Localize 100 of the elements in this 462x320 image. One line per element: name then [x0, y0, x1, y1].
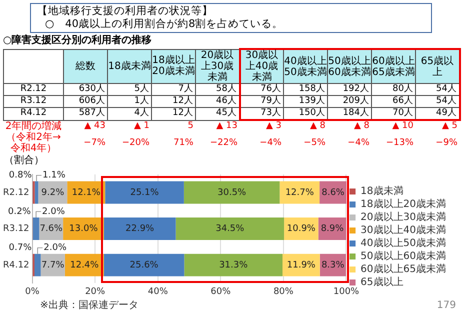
category-label: 18歳以上20歳未満: [152, 49, 196, 84]
text: 70人: [392, 108, 413, 118]
legend-label: 60歳以上65歳未満: [360, 263, 446, 276]
data-label: 30.5%: [218, 188, 247, 198]
category-label: 60歳以上65歳未満: [372, 49, 416, 84]
text: 79人: [260, 96, 281, 106]
bar: [104, 254, 184, 276]
text: ▲ 43: [84, 120, 106, 131]
bar: [104, 218, 176, 240]
text: 184人: [342, 108, 369, 118]
text: ※出典：国保連データ: [40, 300, 138, 311]
data-label: 13.0%: [69, 224, 98, 234]
category-label: 30歳以上40歳未満: [240, 49, 284, 84]
text: ▲ 13: [216, 120, 238, 131]
category-label: 40歳以上50歳未満: [284, 49, 328, 84]
data-label: 0.7%: [8, 243, 32, 254]
text: 158人: [298, 84, 325, 94]
text: 192人: [342, 84, 369, 94]
text: 179: [436, 300, 456, 311]
data-label: 8.3%: [321, 260, 345, 270]
text: 5人: [134, 84, 149, 94]
text: ▲ 5: [442, 121, 458, 131]
data-label: 34.5%: [216, 224, 245, 234]
data-label: 12.7%: [285, 188, 314, 198]
x-tick-label: 80%: [273, 286, 294, 297]
data-label: 8.9%: [320, 224, 344, 234]
bar: [34, 254, 41, 276]
text: 73人: [260, 108, 281, 118]
legend-label: 18歳以上20歳未満: [360, 198, 446, 210]
text: ▲ 8: [310, 121, 326, 131]
text: 54人: [436, 84, 456, 94]
text: −13%: [386, 138, 414, 148]
text: 46人: [216, 96, 236, 106]
legend-label: 40歳以上50歳未満: [360, 237, 446, 250]
data-label: 10.9%: [286, 224, 316, 234]
data-label: 0.2%: [8, 206, 32, 217]
data-label: 7.6%: [40, 224, 64, 234]
text: 66人: [392, 96, 413, 106]
y-tick-label: R3.12: [2, 224, 30, 234]
data-label: 7.7%: [41, 260, 65, 270]
y-tick-label: R4.12: [2, 260, 30, 270]
text: ▲ 10: [392, 121, 414, 131]
text: 71%: [173, 138, 194, 148]
text: ○障害支援区分別の利用者の推移: [3, 35, 153, 47]
legend-label: 18歳未満: [360, 185, 404, 198]
text: −5%: [304, 138, 326, 148]
data-label: 1.1%: [42, 170, 66, 181]
text: −4%: [260, 138, 282, 148]
x-tick-label: 0%: [25, 286, 40, 297]
y-tick-label: R2.12: [2, 188, 30, 198]
data-label: 2.0%: [44, 243, 67, 254]
bar: [184, 254, 283, 276]
data-label: 25.6%: [130, 260, 159, 270]
bar: [32, 218, 40, 240]
text: 49人: [436, 108, 456, 118]
category-label: R4.12: [20, 108, 47, 118]
text: 1人: [134, 96, 149, 106]
text: 587人: [78, 108, 105, 118]
x-tick-label: 20%: [85, 286, 106, 297]
text: 76人: [260, 84, 281, 94]
text: −9%: [436, 138, 458, 148]
bar: [282, 254, 320, 276]
category-label: 18歳未満: [108, 49, 152, 84]
data-label: 9.2%: [41, 188, 65, 198]
text: ○ 40歳以上の利用割合が約8割を占めている。: [44, 18, 284, 31]
x-tick-label: 40%: [148, 286, 168, 297]
data-label: 12.1%: [72, 188, 101, 198]
text: 630人: [78, 84, 105, 94]
text: −22%: [210, 138, 238, 148]
text: −20%: [122, 138, 150, 148]
bar: [34, 181, 38, 204]
text: 12人: [172, 108, 193, 118]
category-label: 2年間の増減: [5, 120, 62, 132]
data-label: 12.4%: [70, 260, 100, 270]
x-tick-label: 100%: [333, 286, 360, 297]
text: ▲ 3: [266, 121, 282, 131]
data-label: 8.6%: [322, 188, 345, 198]
bar: [280, 181, 320, 204]
category-label: 50歳以上60歳未満: [328, 49, 372, 84]
text: 80人: [392, 84, 413, 94]
text: 54人: [436, 96, 456, 106]
text: 58人: [216, 84, 236, 94]
text: 139人: [298, 96, 325, 106]
legend-label: 30歳以上40歳未満: [360, 224, 446, 236]
bar: [176, 218, 284, 240]
legend-label: 20歳以上30歳未満: [360, 211, 446, 224]
text: −4%: [348, 138, 370, 148]
data-label: 11.9%: [286, 260, 316, 270]
y-axis-title: （割合）: [4, 155, 45, 166]
category-label: 20歳以上30歳未満: [196, 49, 240, 84]
category-label: R3.12: [20, 96, 47, 106]
legend-label: 65歳以上: [360, 276, 404, 288]
category-label: （令和2年→令和4年）: [6, 132, 61, 154]
data-label: 25.1%: [130, 188, 160, 198]
data-label: 0.8%: [8, 170, 32, 181]
category-label: 65歳以上: [416, 49, 460, 84]
text: 7人: [178, 84, 193, 94]
data-label: 22.9%: [126, 224, 155, 234]
text: 209人: [342, 96, 369, 106]
data-label: 31.3%: [219, 260, 248, 270]
